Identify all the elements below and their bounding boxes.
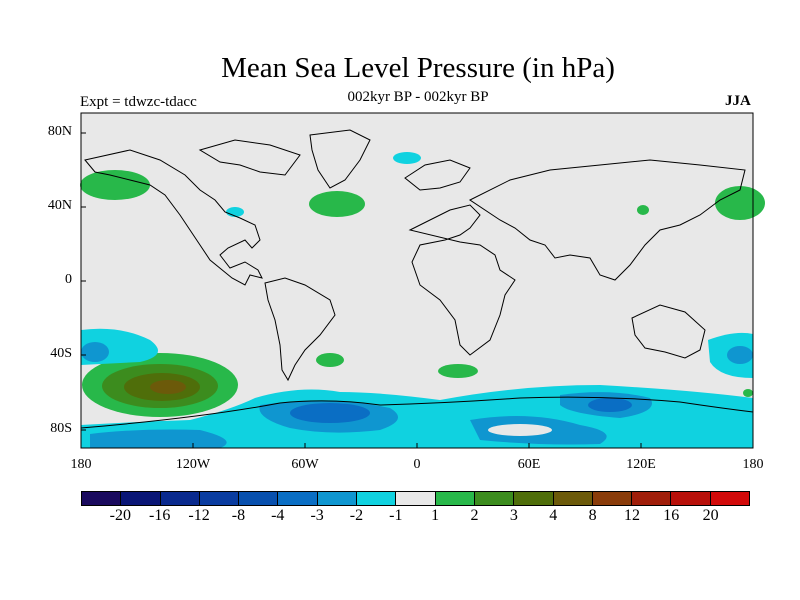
colorbar-label: 4 [549,507,558,524]
colorbar-label: -16 [149,507,171,524]
australia-coast [631,304,706,359]
colorbar-label: 8 [588,507,597,524]
colorbar-box [278,492,318,505]
anomaly-north-pacific [80,170,150,200]
asia-coast [469,159,746,281]
colorbar-label: -20 [109,507,131,524]
lat-label-40n: 40N [47,198,72,213]
coastlines [80,129,754,429]
colorbar-box [632,492,672,505]
lat-label-0: 0 [65,272,72,287]
colorbar-label: 16 [663,507,680,524]
colorbar-box [592,492,633,505]
tick-marks [80,132,754,448]
colorbar-label: 20 [702,507,719,524]
anomaly-nw-pacific [715,186,765,220]
anomaly-se-pacific-core [727,346,753,364]
anomaly-ant-4-hole [488,424,552,436]
anomaly-far-east [743,389,753,397]
colorbar-box [474,492,515,505]
colorbar [81,491,750,506]
colorbar-label: -2 [349,507,364,524]
anomaly-south-atlantic [316,353,344,367]
lat-label-40s: 40S [50,346,72,361]
anomaly-ant-1 [90,429,227,448]
colorbar-box [121,492,161,505]
lon-label-60w: 60W [291,457,319,472]
colorbar-box [357,492,397,505]
colorbar-label: 2 [470,507,479,524]
lon-label-180e: 180 [742,457,764,472]
anomaly-sw-pacific-core [81,342,109,362]
colorbar-box [239,492,279,505]
lon-label-0: 0 [413,457,421,472]
colorbar-label: -12 [188,507,210,524]
antarctica-coast [80,396,754,429]
colorbar-label: -8 [231,507,246,524]
north-america-coast [84,149,263,286]
colorbar-box [317,492,358,505]
scandinavia-coast [404,159,471,191]
colorbar-box [396,492,436,505]
colorbar-box [82,492,122,505]
colorbar-box [199,492,240,505]
anomaly-baffin [393,152,421,164]
colorbar-box [671,492,711,505]
colorbar-label: -3 [310,507,324,524]
chart-subtitle: 002kyr BP - 002kyr BP [347,89,489,105]
lon-label-120w: 120W [175,457,211,472]
south-america-coast [264,277,336,382]
colorbar-box [553,492,593,505]
colorbar-box [710,492,750,505]
lat-label-80s: 80S [50,421,72,436]
colorbar-label: 12 [623,507,640,524]
colorbar-box [435,492,475,505]
anomaly-south-pacific-4 [150,380,186,394]
canada-arctic-coast [198,139,301,176]
anomaly-ant-3-core [588,398,632,412]
lon-label-180w: 180 [70,457,92,472]
chart-title: Mean Sea Level Pressure (in hPa) [221,52,615,84]
anomaly-south-africa [438,364,478,378]
anomaly-north-atlantic [309,191,365,217]
anomaly-ne-china [637,205,649,215]
lon-label-120e: 120E [626,457,656,472]
experiment-label: Expt = tdwzc-tdacc [80,94,197,110]
africa-europe-coast [408,204,516,356]
colorbar-box [514,492,554,505]
season-label: JJA [725,93,751,109]
lon-label-60e: 60E [517,457,541,472]
colorbar-label: 1 [431,507,440,524]
colorbar-label: 3 [509,507,518,524]
colorbar-label: -4 [271,507,285,524]
colorbar-label: -1 [389,507,403,524]
lat-label-80n: 80N [47,124,72,139]
colorbar-box [160,492,200,505]
anomaly-ant-2-core [290,403,370,423]
greenland-coast [309,129,371,189]
pressure-anomaly-field [80,152,765,448]
